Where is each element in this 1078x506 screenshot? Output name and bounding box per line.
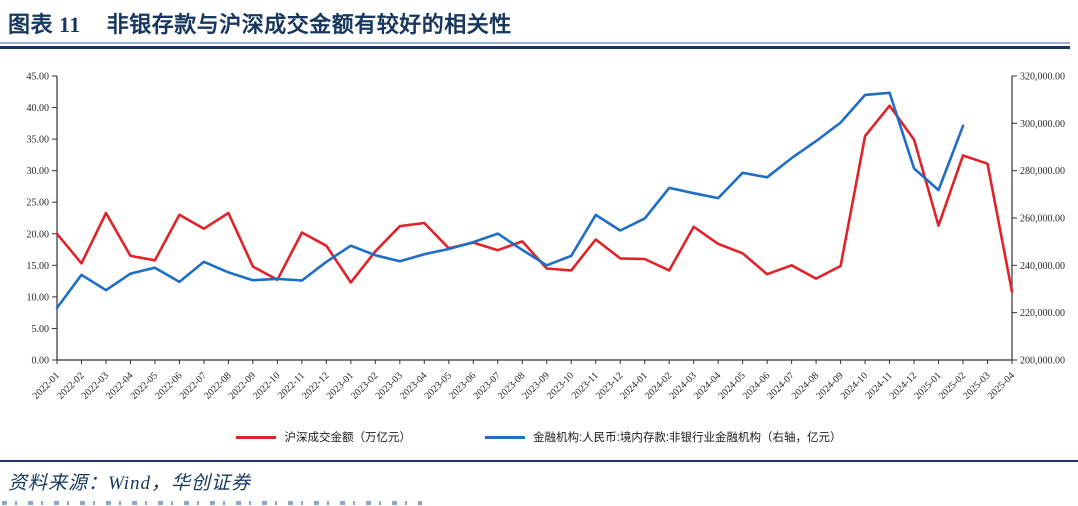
svg-text:260,000.00: 260,000.00 <box>1020 214 1065 225</box>
svg-text:200,000.00: 200,000.00 <box>1020 356 1065 367</box>
svg-text:220,000.00: 220,000.00 <box>1020 308 1065 319</box>
svg-text:2025-04: 2025-04 <box>986 370 1017 401</box>
svg-text:280,000.00: 280,000.00 <box>1020 166 1065 177</box>
svg-text:300,000.00: 300,000.00 <box>1020 119 1065 130</box>
svg-text:35.00: 35.00 <box>27 135 50 146</box>
figure-title: 图表 11 非银存款与沪深成交金额有较好的相关性 <box>8 7 512 39</box>
svg-text:2022-10: 2022-10 <box>251 370 282 401</box>
svg-text:240,000.00: 240,000.00 <box>1020 261 1065 272</box>
svg-text:10.00: 10.00 <box>27 292 50 303</box>
figure-number: 图表 11 <box>8 12 81 37</box>
svg-text:25.00: 25.00 <box>27 198 50 209</box>
svg-text:40.00: 40.00 <box>27 103 50 114</box>
red-line-swatch-icon <box>236 435 277 439</box>
clipped-next-row-fragment <box>2 501 422 505</box>
source-divider <box>0 460 1078 462</box>
title-divider <box>0 42 1070 49</box>
svg-text:2024-10: 2024-10 <box>839 370 870 401</box>
figure-title-text: 非银存款与沪深成交金额有较好的相关性 <box>106 12 512 37</box>
chart-legend: 沪深成交金额（万亿元） 金融机构:人民币:境内存款:非银行业金融机构（右轴，亿元… <box>0 429 1078 445</box>
blue-line-swatch-icon <box>484 435 525 439</box>
svg-text:30.00: 30.00 <box>27 166 50 177</box>
legend-item-deposit: 金融机构:人民币:境内存款:非银行业金融机构（右轴，亿元） <box>484 429 842 445</box>
data-source: 资料来源：Wind，华创证券 <box>8 473 252 494</box>
svg-text:15.00: 15.00 <box>27 261 50 272</box>
svg-text:2023-10: 2023-10 <box>545 370 576 401</box>
svg-text:0.00: 0.00 <box>32 356 50 367</box>
svg-text:20.00: 20.00 <box>27 229 50 240</box>
legend-label-hushen: 沪深成交金额（万亿元） <box>284 432 411 444</box>
chart-canvas: 0.00 5.00 10.00 15.00 20.00 25.00 30.00 35.00 40… <box>27 72 1066 402</box>
svg-text:320,000.00: 320,000.00 <box>1020 72 1065 83</box>
svg-text:5.00: 5.00 <box>32 324 50 335</box>
legend-label-deposit: 金融机构:人民币:境内存款:非银行业金融机构（右轴，亿元） <box>532 432 842 444</box>
legend-item-hushen: 沪深成交金额（万亿元） <box>236 429 411 445</box>
svg-text:45.00: 45.00 <box>27 72 50 83</box>
